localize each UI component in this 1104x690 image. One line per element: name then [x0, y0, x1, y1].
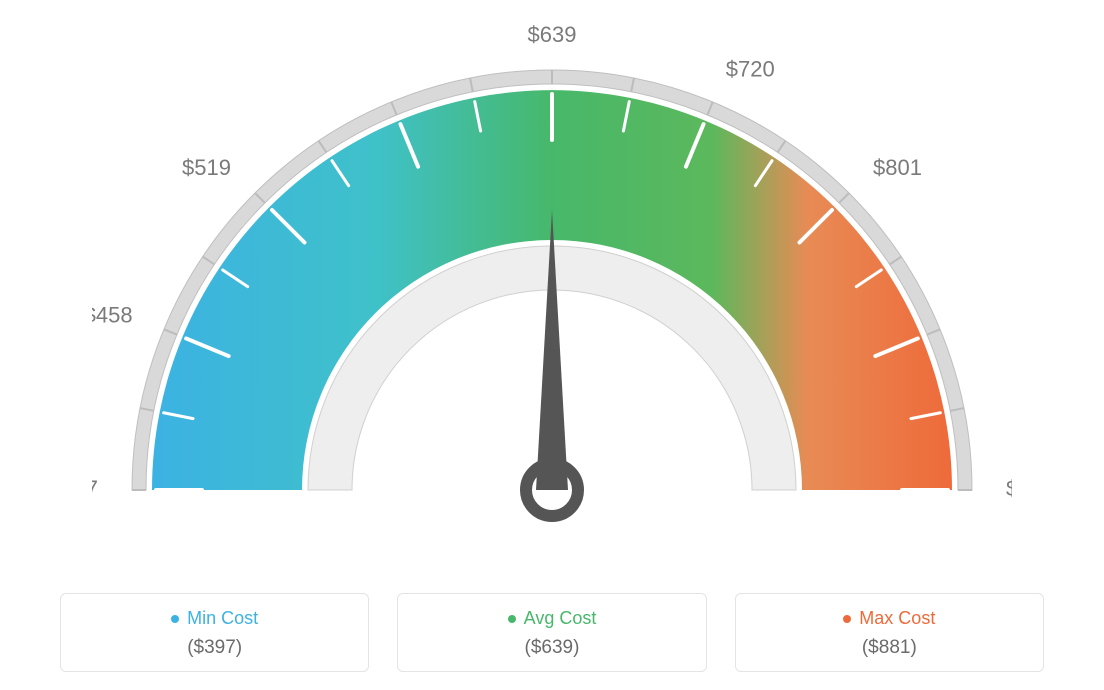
legend-title-avg: Avg Cost	[508, 608, 597, 629]
cost-gauge-infographic: $397 $458 $519 $639 $720 $801 $881 Min Cost ($…	[0, 0, 1104, 690]
gauge-tick-label: $881	[1006, 476, 1012, 501]
legend-value-min: ($397)	[71, 637, 358, 659]
gauge-tick-label: $397	[92, 476, 98, 501]
legend-dot-max	[843, 615, 851, 623]
legend-dot-min	[171, 615, 179, 623]
gauge-tick-label: $458	[92, 302, 133, 327]
legend-title-min-label: Min Cost	[187, 608, 258, 629]
gauge-tick-label: $720	[726, 57, 775, 82]
legend-title-max: Max Cost	[843, 608, 935, 629]
legend-row: Min Cost ($397) Avg Cost ($639) Max Cost…	[0, 593, 1104, 672]
legend-value-avg: ($639)	[408, 637, 695, 659]
gauge-tick-label: $519	[182, 155, 231, 180]
legend-value-max: ($881)	[746, 637, 1033, 659]
gauge-svg: $397 $458 $519 $639 $720 $801 $881	[92, 20, 1012, 580]
legend-card-min: Min Cost ($397)	[60, 593, 369, 672]
legend-title-max-label: Max Cost	[859, 608, 935, 629]
legend-dot-avg	[508, 615, 516, 623]
gauge-tick-label: $639	[528, 22, 577, 47]
legend-card-max: Max Cost ($881)	[735, 593, 1044, 672]
legend-title-min: Min Cost	[171, 608, 258, 629]
gauge-tick-label: $801	[873, 155, 922, 180]
gauge-container: $397 $458 $519 $639 $720 $801 $881	[92, 20, 1012, 585]
legend-title-avg-label: Avg Cost	[524, 608, 597, 629]
legend-card-avg: Avg Cost ($639)	[397, 593, 706, 672]
